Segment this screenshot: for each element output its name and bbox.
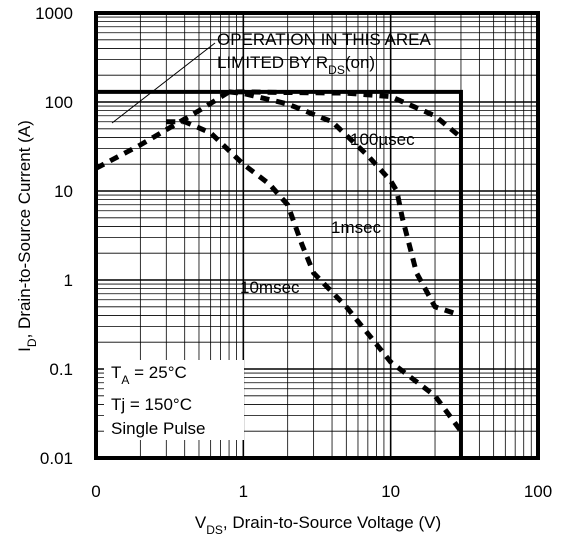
y-tick-label: 0.01 <box>40 449 73 468</box>
x-tick-label: 1 <box>239 482 248 501</box>
condition-pulse: Single Pulse <box>111 419 206 438</box>
label-1msec: 1msec <box>331 218 382 237</box>
label-100usec: 100µsec <box>350 130 415 149</box>
x-tick-label: 0 <box>91 482 100 501</box>
y-tick-label: 10 <box>54 182 73 201</box>
rds-annotation-text: LIMITED BY R <box>217 53 328 72</box>
y-tick-label: 1 <box>64 271 73 290</box>
x-tick-label: 10 <box>381 482 400 501</box>
y-axis-label: ID, Drain-to-Source Current (A) <box>15 120 39 352</box>
y-tick-label: 100 <box>45 93 73 112</box>
x-tick-label: 100 <box>524 482 552 501</box>
rds-annotation-line1: OPERATION IN THIS AREA <box>217 30 431 49</box>
rds-annotation-tail: (on) <box>345 53 375 72</box>
rds-annotation-sub: DS <box>328 63 345 77</box>
condition-tj: Tj = 150°C <box>111 395 192 414</box>
label-10msec: 10msec <box>240 278 300 297</box>
rds-annotation-line2: LIMITED BY RDS(on) <box>217 53 375 77</box>
y-tick-label: 0.1 <box>49 360 73 379</box>
y-tick-label: 1000 <box>35 4 73 23</box>
x-axis-label: VDS, Drain-to-Source Voltage (V) <box>195 513 441 537</box>
